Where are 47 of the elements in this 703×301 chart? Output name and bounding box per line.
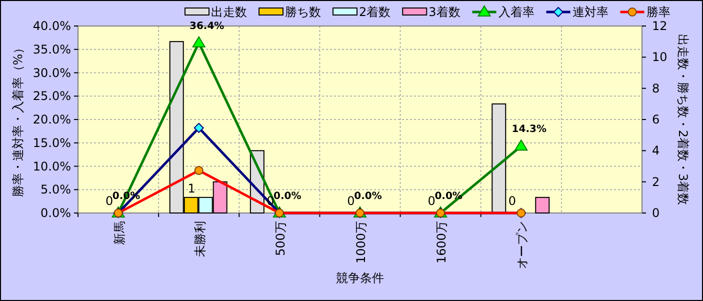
y-tick-label: 15.0% [32, 136, 71, 150]
y-tick-label: 30.0% [32, 66, 71, 80]
y2-tick-label: 0 [652, 206, 660, 220]
y2-tick-label: 12 [652, 19, 668, 33]
data-label: 0 [266, 194, 274, 208]
y2-axis-title: 出走数・勝ち数・2着数・3着数 [676, 34, 690, 206]
data-label: 0 [105, 194, 114, 208]
legend-label: 3着数 [428, 5, 460, 19]
data-label: 36.4% [190, 20, 224, 32]
point [514, 140, 528, 151]
x-tick-label: 未勝利 [192, 221, 207, 257]
y-tick-label: 5.0% [40, 182, 71, 197]
data-label: 0 [508, 194, 516, 208]
bar [492, 103, 506, 214]
x-tick-label: 1000万 [354, 221, 368, 264]
data-label: 0.0% [274, 191, 302, 202]
legend-label: 2着数 [359, 5, 391, 19]
point [192, 36, 206, 48]
data-label: 0 [347, 194, 355, 208]
x-axis-title: 競争条件 [336, 271, 384, 285]
y2-tick-label: 2 [652, 174, 660, 189]
data-label: 1 [188, 181, 196, 196]
y-tick-label: 25.0% [32, 89, 71, 104]
y-tick-label: 35.0% [32, 42, 71, 56]
legend-label: 出走数 [211, 5, 247, 19]
legend-label: 入着率 [498, 5, 534, 19]
x-tick-label: 500万 [273, 221, 288, 256]
x-tick-label: 新馬 [112, 221, 126, 245]
y2-tick-label: 6 [652, 112, 660, 126]
y-tick-label: 10.0% [32, 159, 71, 174]
y-tick-label: 40.0% [32, 19, 71, 33]
y-axis-title: 勝率・連対率・入着率（%） [11, 42, 25, 198]
data-label: 14.3% [512, 124, 546, 136]
x-tick-label: オープン [515, 221, 530, 269]
x-tick-label: 1600万 [434, 221, 449, 264]
legend-label: 勝ち数 [285, 5, 321, 19]
legend-label: 連対率 [572, 5, 608, 19]
bar [535, 196, 550, 214]
y2-tick-label: 10 [652, 50, 668, 64]
data-label: 0.0% [354, 191, 382, 202]
legend-label: 勝率 [646, 5, 670, 19]
y2-tick-label: 4 [652, 144, 660, 158]
point [194, 122, 204, 133]
y-tick-label: 20.0% [32, 112, 71, 126]
y2-tick-label: 8 [652, 81, 660, 96]
y-tick-label: 0.0% [40, 206, 71, 220]
data-label: 0 [428, 194, 436, 208]
